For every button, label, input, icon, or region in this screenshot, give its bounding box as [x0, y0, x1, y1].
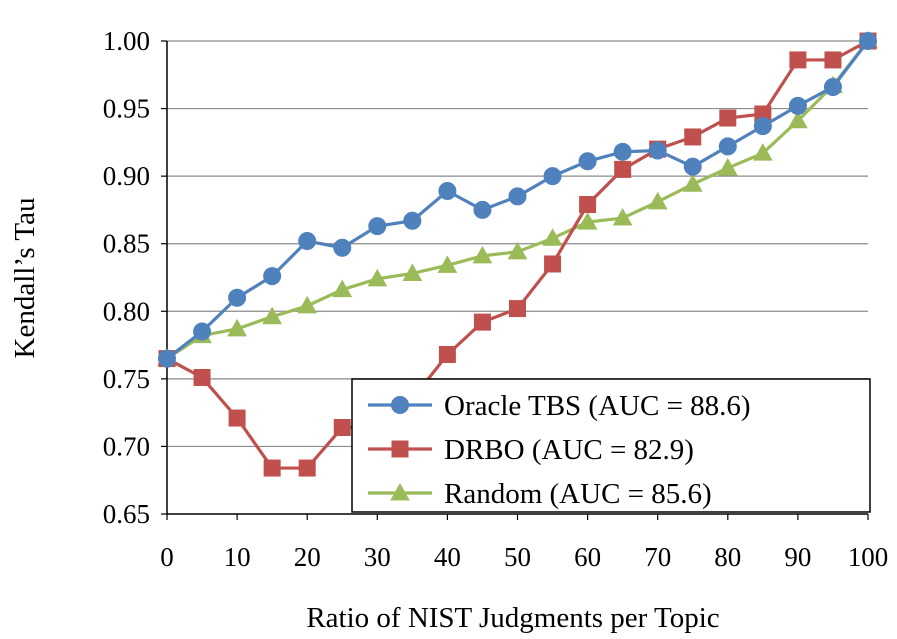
data-point — [788, 96, 807, 115]
data-point — [333, 419, 351, 437]
x-tick-label: 100 — [848, 542, 889, 572]
data-point — [509, 300, 526, 318]
data-point — [228, 409, 246, 427]
x-tick-labels: 0 10 20 30 40 50 60 70 80 90 100 — [160, 542, 888, 572]
x-tick-label: 70 — [644, 542, 671, 572]
data-point — [368, 217, 387, 236]
x-tick-label: 40 — [434, 542, 461, 572]
data-point — [333, 238, 352, 257]
y-tick-label: 0.70 — [103, 431, 150, 461]
data-point — [788, 110, 808, 129]
series-circle — [158, 32, 877, 368]
data-point — [683, 157, 702, 176]
y-tick-label: 0.65 — [103, 499, 150, 529]
y-tick-label: 0.90 — [103, 161, 150, 191]
data-point — [193, 322, 212, 341]
data-point — [823, 77, 842, 96]
data-point — [298, 232, 317, 251]
data-point — [193, 369, 211, 387]
x-tick-label: 10 — [224, 542, 251, 572]
data-point — [578, 152, 597, 171]
series-triangle — [157, 30, 878, 367]
legend-label: Oracle TBS (AUC = 88.6) — [444, 390, 751, 422]
data-point — [367, 268, 388, 287]
data-point — [648, 141, 667, 160]
data-point — [227, 318, 247, 337]
data-point — [579, 196, 597, 214]
data-point — [789, 51, 807, 69]
x-tick-label: 90 — [784, 542, 811, 572]
data-point — [614, 160, 632, 178]
data-point — [752, 143, 773, 161]
data-point — [437, 255, 458, 273]
legend-entry: Oracle TBS (AUC = 88.6) — [368, 390, 751, 422]
data-point — [402, 263, 423, 281]
legend-marker — [390, 482, 410, 501]
x-tick-label: 80 — [714, 542, 741, 572]
data-point — [263, 267, 282, 286]
x-axis-title: Ratio of NIST Judgments per Topic — [306, 602, 719, 634]
x-tick-label: 0 — [160, 542, 174, 572]
data-point — [508, 187, 527, 206]
legend-marker — [391, 440, 409, 458]
data-point — [542, 228, 563, 246]
legend-label: DRBO (AUC = 82.9) — [444, 434, 694, 466]
data-point — [718, 137, 737, 156]
axes — [161, 40, 869, 520]
y-tick-label: 0.75 — [103, 364, 150, 394]
y-tick-label: 1.00 — [103, 26, 150, 56]
data-point — [647, 191, 668, 210]
legend-entry: DRBO (AUC = 82.9) — [368, 434, 694, 466]
data-point — [682, 174, 703, 192]
x-tick-label: 60 — [574, 542, 601, 572]
data-point — [228, 288, 247, 307]
data-point — [158, 349, 176, 368]
data-point — [473, 313, 491, 331]
data-point — [438, 182, 457, 201]
data-point — [543, 167, 562, 186]
data-point — [507, 241, 528, 260]
data-point — [403, 211, 422, 230]
y-tick-label: 0.80 — [103, 296, 150, 326]
data-point — [859, 32, 877, 50]
data-point — [612, 208, 633, 226]
y-axis-title: Kendall’s Tau — [9, 198, 41, 359]
data-point — [577, 212, 598, 230]
data-point — [544, 255, 562, 273]
data-point — [262, 306, 283, 325]
data-point — [717, 158, 738, 176]
data-point — [684, 128, 702, 146]
x-tick-label: 50 — [504, 542, 531, 572]
data-point — [298, 459, 316, 477]
data-point — [472, 245, 493, 264]
data-point — [753, 117, 772, 136]
legend-box — [351, 378, 871, 513]
y-tick-labels: 0.65 0.70 0.75 0.80 0.85 0.90 0.95 1.00 — [103, 26, 150, 529]
data-point — [824, 51, 842, 69]
legend-label: Random (AUC = 85.6) — [444, 478, 712, 510]
data-point — [473, 200, 492, 219]
data-point — [332, 279, 353, 298]
data-point — [438, 346, 456, 364]
data-point — [297, 295, 318, 314]
series-group — [157, 30, 878, 477]
y-tick-label: 0.95 — [103, 94, 150, 124]
legend: Oracle TBS (AUC = 88.6) DRBO (AUC = 82.9)… — [351, 378, 871, 513]
x-tick-label: 20 — [294, 542, 321, 572]
data-point — [719, 109, 737, 127]
y-tick-label: 0.85 — [103, 229, 150, 259]
data-point — [263, 459, 281, 477]
x-tick-label: 30 — [364, 542, 391, 572]
data-point — [613, 142, 632, 161]
legend-entry: Random (AUC = 85.6) — [368, 478, 712, 510]
legend-marker — [391, 396, 409, 414]
